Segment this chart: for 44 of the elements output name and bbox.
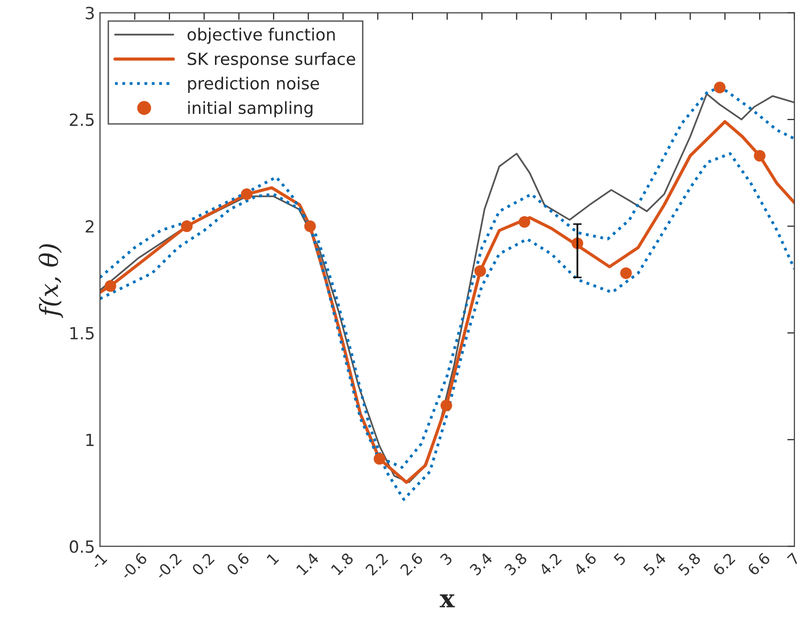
y-tick-label: 1 bbox=[86, 434, 94, 446]
point bbox=[304, 220, 316, 232]
x-tick-label: 1.8 bbox=[330, 552, 354, 576]
x-tick-label: 2.6 bbox=[400, 552, 424, 576]
x-tick-label: 7 bbox=[786, 552, 800, 566]
point bbox=[104, 280, 116, 292]
point bbox=[620, 267, 632, 279]
x-tick-label: 2.2 bbox=[364, 552, 388, 576]
y-tick-label: 2 bbox=[86, 220, 94, 233]
point bbox=[518, 216, 530, 228]
legend-label: initial sampling bbox=[188, 101, 312, 118]
legend-label: prediction noise bbox=[188, 76, 320, 93]
point bbox=[180, 220, 193, 232]
x-tick-label: 6.2 bbox=[712, 552, 736, 576]
point bbox=[714, 82, 726, 94]
point bbox=[440, 400, 452, 412]
x-tick-label: 4.2 bbox=[538, 552, 562, 576]
y-axis-title: f(x, θ) bbox=[38, 244, 64, 318]
x-tick-label: 1.4 bbox=[296, 552, 320, 576]
x-tick-label: 3 bbox=[440, 552, 453, 566]
x-tick-label: 0.6 bbox=[226, 552, 250, 576]
y-tick-label: 3 bbox=[86, 6, 94, 20]
legend-label: SK response surface bbox=[188, 52, 356, 68]
y-tick-label: 1.5 bbox=[70, 327, 94, 340]
x-tick-label: 1 bbox=[266, 552, 280, 566]
y-tick-label: 0.5 bbox=[70, 540, 94, 553]
point bbox=[474, 265, 486, 277]
x-tick-label: 5.4 bbox=[642, 552, 667, 576]
point bbox=[754, 150, 766, 162]
x-tick-label: 3.4 bbox=[469, 552, 494, 576]
point bbox=[240, 188, 252, 200]
legend-label: objective function bbox=[188, 28, 335, 44]
x-tick-label: 0.2 bbox=[191, 552, 215, 576]
x-tick-label: 5 bbox=[613, 552, 626, 566]
x-axis-title: x bbox=[440, 594, 455, 608]
y-tick-label: 2.5 bbox=[70, 113, 94, 126]
point bbox=[374, 453, 386, 465]
x-tick-label: 4.6 bbox=[572, 552, 598, 576]
x-tick-label: -0.2 bbox=[154, 552, 182, 580]
x-tick-label: -0.6 bbox=[120, 552, 148, 580]
x-tick-label: -1 bbox=[90, 552, 108, 570]
x-tick-label: 3.8 bbox=[504, 552, 528, 576]
x-tick-label: 5.8 bbox=[677, 552, 702, 576]
x-tick-label: 6.6 bbox=[746, 552, 771, 576]
